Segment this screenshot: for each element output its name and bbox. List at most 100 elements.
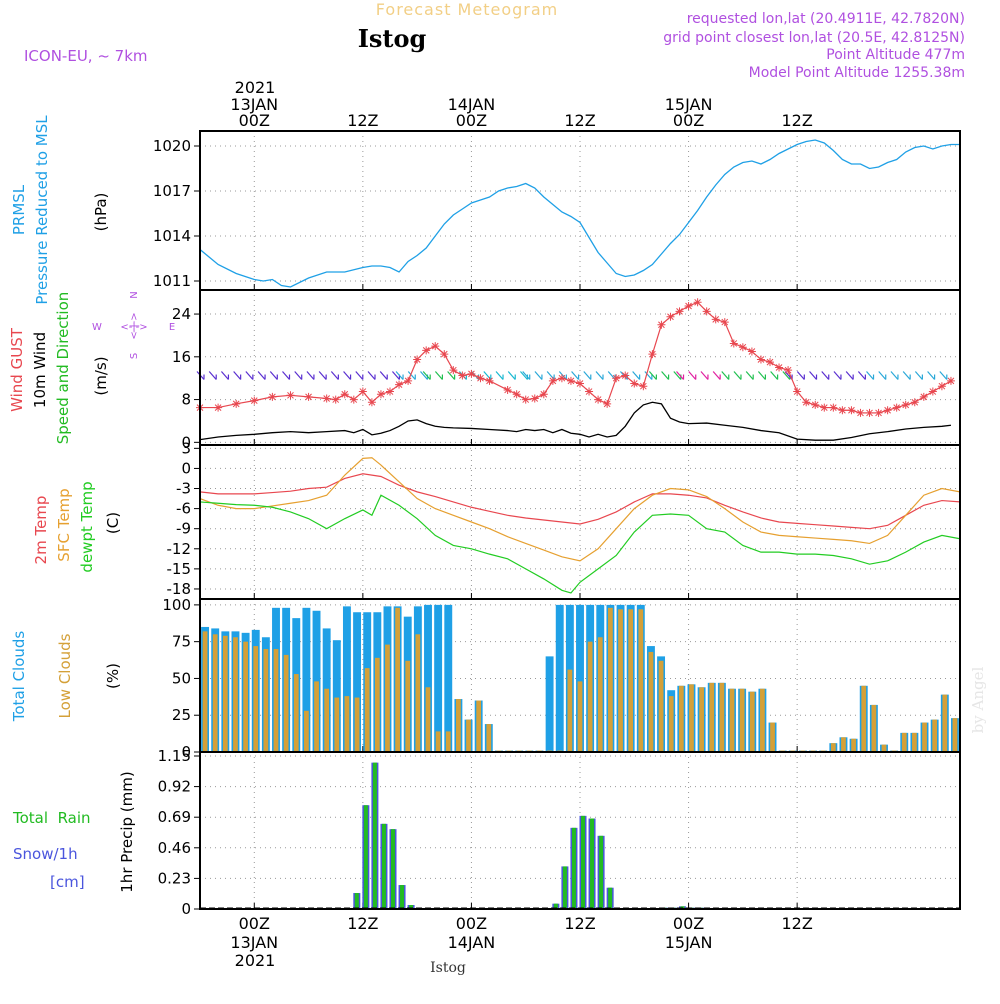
compass-ew-axis: <-|-> bbox=[120, 322, 147, 333]
low-cloud-bar bbox=[912, 733, 917, 752]
gust-marker bbox=[413, 355, 421, 363]
gust-marker bbox=[893, 404, 901, 412]
y-tick-label: 8 bbox=[181, 391, 191, 409]
gust-marker bbox=[558, 374, 566, 382]
gust-marker bbox=[486, 377, 494, 385]
wind-barb bbox=[508, 372, 515, 380]
gust-marker bbox=[476, 374, 484, 382]
snow-unit-label: [cm] bbox=[50, 873, 85, 891]
total-rain-label: Total Rain bbox=[12, 809, 91, 827]
gust-marker bbox=[630, 380, 638, 388]
gust-marker bbox=[504, 386, 512, 394]
wind-gust-label: Wind GUST bbox=[8, 327, 26, 412]
y-tick-label: -12 bbox=[167, 540, 192, 558]
wind-barb bbox=[209, 372, 216, 380]
rain-bar bbox=[373, 763, 377, 909]
y-tick-label: 50 bbox=[172, 669, 191, 687]
compass-west: W bbox=[92, 322, 102, 333]
low-cloud-bar bbox=[719, 683, 724, 752]
gust-marker bbox=[648, 350, 656, 358]
wind-speed-label: Speed and Direction bbox=[54, 292, 72, 445]
gust-marker bbox=[929, 388, 937, 396]
gust-marker bbox=[467, 370, 475, 378]
low-cloud-bar bbox=[223, 636, 228, 752]
total-cloud-bar bbox=[546, 656, 554, 752]
bottom-caption: Istog bbox=[430, 960, 466, 976]
compass-east: E bbox=[169, 322, 175, 333]
gust-marker bbox=[594, 396, 602, 404]
gust-marker bbox=[657, 321, 665, 329]
gust-marker bbox=[585, 388, 593, 396]
low-cloud-bar bbox=[750, 692, 755, 752]
gust-marker bbox=[730, 339, 738, 347]
y-tick-label: 0.46 bbox=[158, 839, 191, 857]
bottom-hour-label: 00Z bbox=[673, 914, 704, 933]
y-tick-label: 100 bbox=[162, 596, 191, 614]
wind-barb bbox=[283, 372, 290, 380]
clouds-unit-label: (%) bbox=[104, 663, 122, 689]
wind-barb bbox=[435, 372, 442, 380]
panels: 101110141017102008162430-3-6-9-12-15-180… bbox=[153, 131, 1000, 918]
y-tick-label: 0.69 bbox=[158, 808, 191, 826]
gust-marker bbox=[938, 382, 946, 390]
dewpt-line bbox=[200, 495, 1000, 593]
low-cloud-bar bbox=[253, 646, 258, 752]
low-cloud-bar bbox=[740, 689, 745, 752]
gust-marker bbox=[323, 395, 331, 403]
low-cloud-bar bbox=[233, 637, 238, 752]
wind-barb bbox=[822, 372, 829, 380]
low-cloud-bar bbox=[578, 681, 583, 752]
gust-marker bbox=[431, 342, 439, 350]
gust-marker bbox=[766, 358, 774, 366]
wind-barb bbox=[234, 372, 241, 380]
low-cloud-bar bbox=[588, 642, 593, 752]
top-hour-label: 12Z bbox=[347, 111, 378, 130]
wind-barb bbox=[915, 372, 922, 380]
gust-marker bbox=[214, 404, 222, 412]
gust-marker bbox=[703, 307, 711, 315]
gust-marker bbox=[875, 409, 883, 417]
wind-barb bbox=[633, 372, 640, 380]
gust-marker bbox=[757, 355, 765, 363]
model-label: ICON-EU, ~ 7km bbox=[24, 47, 148, 65]
top-hour-label: 12Z bbox=[564, 111, 595, 130]
low-cloud-bar bbox=[871, 705, 876, 752]
low-cloud-bar bbox=[304, 711, 309, 752]
watermark: by Angel bbox=[969, 666, 987, 733]
gust-marker bbox=[458, 372, 466, 380]
low-cloud-bar bbox=[628, 609, 633, 752]
wind-barb bbox=[846, 372, 853, 380]
wind-barb bbox=[331, 372, 338, 380]
wind-barb bbox=[797, 372, 804, 380]
model-altitude: Model Point Altitude 1255.38m bbox=[749, 65, 965, 81]
gust-marker bbox=[404, 377, 412, 385]
low-cloud-bar bbox=[942, 695, 947, 752]
wind-barb bbox=[368, 372, 375, 380]
wind-barb bbox=[270, 372, 277, 380]
gust-marker bbox=[793, 388, 801, 396]
gust-marker bbox=[386, 388, 394, 396]
gust-marker bbox=[422, 346, 430, 354]
wind-barb bbox=[722, 372, 729, 380]
wind-barb bbox=[734, 372, 741, 380]
gust-marker bbox=[866, 409, 874, 417]
dewpt-label: dewpt Temp bbox=[78, 481, 96, 572]
wind-barb bbox=[584, 372, 591, 380]
rain-bar bbox=[400, 885, 404, 909]
gust-marker bbox=[232, 400, 240, 408]
gust-marker bbox=[856, 409, 864, 417]
wind-barb bbox=[928, 372, 935, 380]
gust-marker bbox=[341, 390, 349, 398]
low-cloud-bar bbox=[760, 689, 765, 752]
gust-marker bbox=[395, 381, 403, 389]
top-date-label: 14JAN bbox=[448, 95, 496, 114]
low-cloud-bar bbox=[649, 652, 654, 752]
rain-bar bbox=[581, 816, 585, 909]
low-cloud-bar bbox=[426, 687, 431, 752]
wind-barb bbox=[392, 372, 399, 380]
low-cloud-bar bbox=[203, 631, 208, 752]
low-cloud-bar bbox=[882, 745, 887, 752]
rain-bar bbox=[590, 819, 594, 909]
gust-marker bbox=[377, 390, 385, 398]
gust-marker bbox=[332, 396, 340, 404]
